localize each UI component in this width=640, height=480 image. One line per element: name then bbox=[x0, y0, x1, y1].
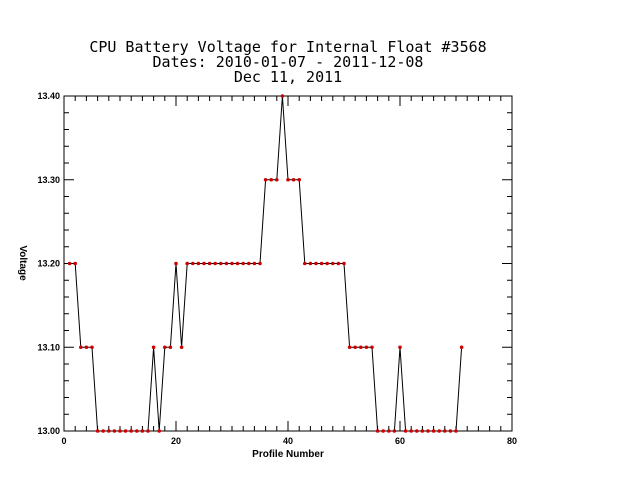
y-tick-label: 13.40 bbox=[37, 91, 60, 101]
data-point bbox=[381, 429, 386, 433]
voltage-series-markers bbox=[67, 94, 464, 433]
data-point bbox=[448, 429, 453, 433]
data-point bbox=[235, 261, 240, 266]
data-point bbox=[370, 345, 374, 350]
y-tick-label: 13.20 bbox=[37, 259, 60, 269]
data-point bbox=[403, 429, 408, 433]
data-point bbox=[353, 345, 358, 350]
data-point bbox=[331, 261, 335, 266]
data-point bbox=[375, 429, 380, 433]
x-tick-label: 20 bbox=[171, 436, 181, 446]
data-point bbox=[84, 345, 89, 350]
x-tick-label: 80 bbox=[507, 436, 517, 446]
data-point bbox=[342, 261, 346, 266]
data-point bbox=[224, 261, 229, 266]
data-point bbox=[297, 177, 302, 182]
data-point bbox=[431, 429, 436, 433]
data-point bbox=[314, 261, 318, 266]
data-point bbox=[67, 261, 72, 266]
data-point bbox=[90, 345, 94, 350]
chart-title-line-3: Dec 11, 2011 bbox=[234, 68, 342, 86]
data-point bbox=[95, 429, 100, 433]
data-point bbox=[163, 345, 167, 350]
data-point bbox=[280, 94, 285, 98]
chart-title-line-2: Dates: 2010-01-07 - 2011-12-08 bbox=[153, 53, 424, 71]
data-point bbox=[291, 177, 296, 182]
data-point bbox=[437, 429, 442, 433]
data-point bbox=[387, 429, 391, 433]
data-point bbox=[420, 429, 425, 433]
data-point bbox=[168, 345, 173, 350]
data-point bbox=[118, 429, 122, 433]
voltage-series-line bbox=[69, 95, 463, 432]
y-axis-label: Voltage bbox=[17, 245, 28, 281]
plot-frame bbox=[63, 95, 513, 432]
x-tick-label: 40 bbox=[283, 436, 293, 446]
chart-title: CPU Battery Voltage for Internal Float #… bbox=[89, 38, 486, 86]
data-point bbox=[179, 345, 184, 350]
data-point bbox=[275, 177, 279, 182]
x-tick-labels: 0 20 40 60 80 bbox=[61, 436, 517, 446]
y-tick-label: 13.10 bbox=[37, 342, 60, 352]
x-tick-label: 0 bbox=[61, 436, 66, 446]
data-point bbox=[101, 429, 105, 433]
data-point bbox=[241, 261, 245, 266]
data-point bbox=[191, 261, 195, 266]
data-point bbox=[140, 429, 145, 433]
x-tick-label: 60 bbox=[395, 436, 405, 446]
data-point bbox=[202, 261, 206, 266]
axis-ticks bbox=[63, 95, 513, 432]
data-point bbox=[454, 429, 458, 433]
y-tick-label: 13.30 bbox=[37, 175, 60, 185]
data-point bbox=[146, 429, 150, 433]
data-point bbox=[426, 429, 430, 433]
data-point bbox=[398, 345, 402, 350]
data-point bbox=[415, 429, 419, 433]
data-point bbox=[107, 429, 111, 433]
data-point bbox=[157, 429, 161, 433]
data-point bbox=[459, 345, 464, 350]
data-point bbox=[213, 261, 217, 266]
x-axis-label: Profile Number bbox=[252, 449, 324, 460]
data-point bbox=[286, 177, 290, 182]
data-point bbox=[247, 261, 251, 266]
data-point bbox=[185, 261, 189, 266]
data-point bbox=[409, 429, 414, 433]
data-point bbox=[263, 177, 268, 182]
data-point bbox=[308, 261, 313, 266]
data-point bbox=[347, 345, 352, 350]
data-point bbox=[258, 261, 262, 266]
data-point bbox=[443, 429, 447, 433]
data-point bbox=[73, 261, 77, 266]
data-point bbox=[319, 261, 324, 266]
data-point bbox=[112, 429, 117, 433]
y-tick-label: 13.00 bbox=[37, 426, 60, 436]
data-point bbox=[174, 261, 178, 266]
data-point bbox=[230, 261, 234, 266]
data-point bbox=[359, 345, 363, 350]
data-point bbox=[196, 261, 201, 266]
data-point bbox=[79, 345, 83, 350]
data-point bbox=[252, 261, 257, 266]
data-point bbox=[207, 261, 212, 266]
data-point bbox=[151, 345, 156, 350]
data-point bbox=[219, 261, 223, 266]
data-point bbox=[364, 345, 369, 350]
y-tick-labels: 13.00 13.10 13.20 13.30 13.40 bbox=[37, 91, 60, 436]
data-point bbox=[392, 429, 397, 433]
data-point bbox=[336, 261, 341, 266]
data-point bbox=[123, 429, 128, 433]
data-point bbox=[135, 429, 139, 433]
data-point bbox=[269, 177, 274, 182]
data-point bbox=[325, 261, 330, 266]
data-point bbox=[303, 261, 307, 266]
data-point bbox=[129, 429, 133, 433]
chart-title-line-1: CPU Battery Voltage for Internal Float #… bbox=[89, 38, 486, 56]
